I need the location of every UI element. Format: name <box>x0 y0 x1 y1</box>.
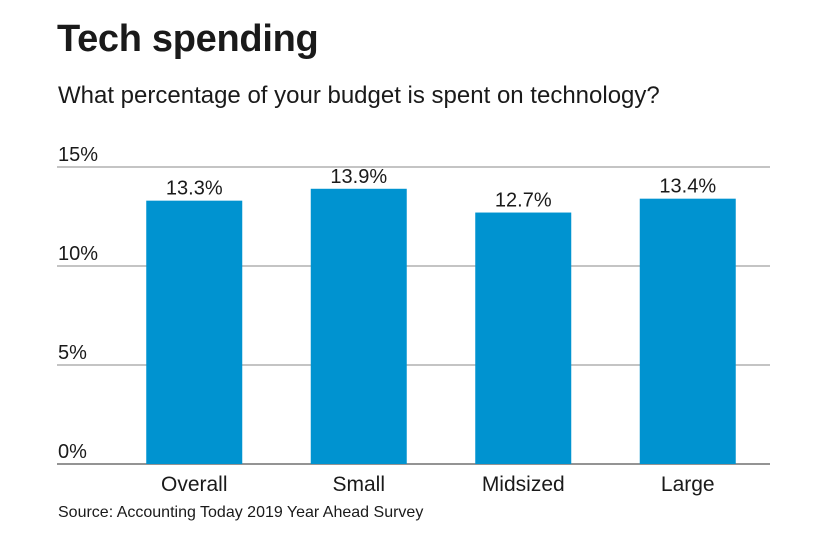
y-tick-label: 0% <box>58 441 87 463</box>
source-note: Source: Accounting Today 2019 Year Ahead… <box>58 504 424 521</box>
data-label: 13.3% <box>166 178 223 200</box>
chart-subtitle: What percentage of your budget is spent … <box>58 82 660 109</box>
bar <box>475 212 572 464</box>
bar <box>310 188 407 464</box>
chart-title: Tech spending <box>57 18 319 60</box>
bar <box>639 198 736 464</box>
data-label: 13.4% <box>659 176 716 198</box>
bar <box>146 200 243 464</box>
x-tick-label: Small <box>332 473 385 496</box>
x-tick-label: Large <box>661 473 715 496</box>
y-tick-label: 5% <box>58 342 87 364</box>
y-tick-label: 15% <box>58 144 98 166</box>
data-label: 12.7% <box>495 190 552 212</box>
data-label: 13.9% <box>330 166 387 188</box>
x-tick-label: Midsized <box>482 473 565 496</box>
y-tick-label: 10% <box>58 243 98 265</box>
x-tick-label: Overall <box>161 473 228 496</box>
